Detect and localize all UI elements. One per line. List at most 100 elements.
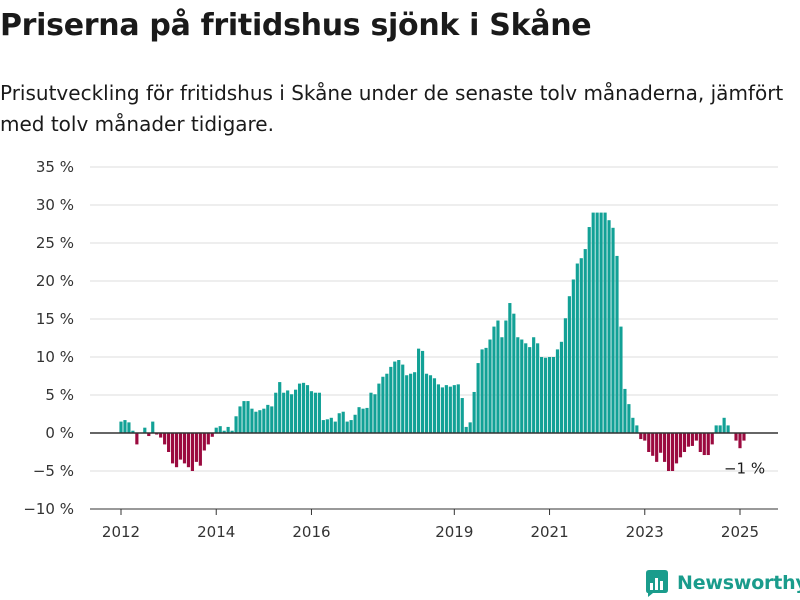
bar [440,387,444,433]
bar [262,408,266,433]
bar [242,401,246,433]
bar [722,417,726,433]
bar [428,375,433,433]
chart-title: Priserna på fritidshus sjönk i Skåne [0,8,592,43]
bar [297,383,302,433]
x-tick-label: 2025 [721,523,759,541]
bar [127,422,131,433]
bar [734,433,738,441]
bar [476,363,480,433]
bar [266,404,270,433]
bar [456,384,460,433]
bar [512,313,516,433]
bar [282,392,286,433]
bar [377,383,381,433]
bar [155,433,159,435]
bar [301,382,306,433]
bar [210,433,214,437]
bar [655,433,659,462]
bar [563,318,567,433]
newsworthy-bar-icon [646,570,668,597]
bar [290,394,294,433]
bar [738,433,742,449]
bar [718,425,722,433]
bar [615,255,619,433]
x-tick-label: 2021 [530,523,568,541]
bar [405,375,409,433]
bar [623,388,627,433]
bar [424,373,429,433]
bar [714,425,718,433]
bar [480,349,484,433]
bar [317,392,321,433]
y-tick-label: 5 % [45,386,74,404]
bar [246,401,250,433]
bar [309,391,314,433]
bar [694,433,698,441]
bar [214,427,218,433]
x-tick-label: 2012 [102,523,140,541]
bar [254,411,258,433]
bar [341,411,345,433]
bar [432,378,437,433]
bar [547,357,552,433]
bar [294,389,298,433]
bar [163,433,167,445]
bar [305,385,310,433]
bar [635,425,639,433]
bar [603,212,607,433]
bar [353,414,357,433]
bar [167,433,171,452]
bar [182,433,187,464]
bar [369,392,373,433]
bar [385,373,389,433]
bar [373,394,377,433]
y-tick-label: −5 % [33,462,74,480]
bar [496,320,500,433]
bar [639,433,643,440]
chart-subtitle: Prisutveckling för fritidshus i Skåne un… [0,81,784,136]
bar [333,421,337,433]
bar [599,212,603,433]
bar [464,426,468,433]
bar [321,420,325,433]
bar [270,406,274,433]
bar [444,385,448,433]
bar [619,326,623,433]
bar [325,419,329,433]
bar [186,433,191,468]
bar [226,426,230,433]
bar [508,303,512,433]
y-tick-label: 25 % [36,234,74,252]
bar [551,357,556,433]
bar [135,433,139,445]
bar [540,357,544,433]
bar [651,433,655,456]
bar [607,220,611,433]
bar [663,433,667,462]
bar [381,376,385,433]
bar [659,433,663,453]
bar [674,433,679,464]
bar [329,417,333,433]
bar [448,386,452,433]
bar [413,372,417,433]
bar [174,433,179,468]
bar [345,421,349,433]
bar [528,347,532,433]
bar [682,433,687,452]
bar [147,433,151,437]
x-tick-label: 2019 [435,523,473,541]
x-tick-label: 2016 [292,523,330,541]
bar [250,408,254,433]
bar [579,258,583,433]
bar [488,339,492,433]
bar [631,417,635,433]
bar [678,433,683,458]
bar [698,433,702,452]
bar [492,326,496,433]
bar [151,421,155,433]
bar [591,212,595,433]
bar [234,416,238,433]
bar [159,433,163,438]
